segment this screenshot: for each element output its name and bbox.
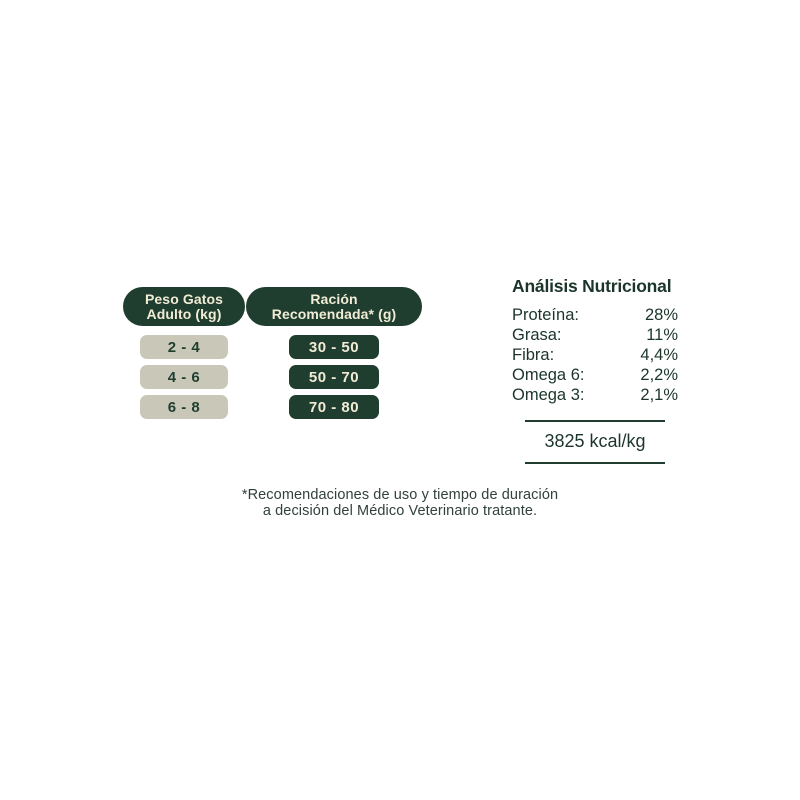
nutrition-row: Omega 6: 2,2% xyxy=(512,365,678,385)
nutrition-analysis-panel: Análisis Nutricional Proteína: 28% Grasa… xyxy=(512,276,678,464)
ration-row-pill: 30 - 50 xyxy=(289,335,379,359)
nutrient-value: 2,1% xyxy=(640,386,678,404)
ration-row-pill: 70 - 80 xyxy=(289,395,379,419)
nutrient-label: Grasa: xyxy=(512,326,562,344)
nutrition-row: Fibra: 4,4% xyxy=(512,345,678,365)
ration-header-pill: Ración Recomendada* (g) xyxy=(246,287,422,326)
footnote-line-2: a decisión del Médico Veterinario tratan… xyxy=(262,502,538,519)
nutrition-row: Omega 3: 2,1% xyxy=(512,385,678,405)
ration-row-pill: 50 - 70 xyxy=(289,365,379,389)
ration-column: Ración Recomendada* (g) 30 - 50 50 - 70 … xyxy=(246,287,422,419)
energy-value: 3825 kcal/kg xyxy=(544,431,646,451)
nutrition-row: Proteína: 28% xyxy=(512,305,678,325)
nutrient-label: Fibra: xyxy=(512,346,555,364)
nutrient-value: 11% xyxy=(646,326,678,344)
nutrient-value: 4,4% xyxy=(640,346,678,364)
weight-column: Peso Gatos Adulto (kg) 2 - 4 4 - 6 6 - 8 xyxy=(123,287,245,419)
footnote: *Recomendaciones de uso y tiempo de dura… xyxy=(0,487,800,519)
energy-box: 3825 kcal/kg xyxy=(525,420,665,464)
nutrition-row: Grasa: 11% xyxy=(512,325,678,345)
footnote-line-1: *Recomendaciones de uso y tiempo de dura… xyxy=(241,487,559,503)
nutrient-label: Omega 3: xyxy=(512,386,585,404)
nutrient-label: Proteína: xyxy=(512,306,579,324)
weight-header-pill: Peso Gatos Adulto (kg) xyxy=(123,287,245,326)
weight-row-pill: 2 - 4 xyxy=(140,335,228,359)
nutrient-value: 28% xyxy=(644,306,678,324)
weight-rows: 2 - 4 4 - 6 6 - 8 xyxy=(123,326,245,419)
nutrient-value: 2,2% xyxy=(640,366,678,384)
weight-row-pill: 4 - 6 xyxy=(140,365,228,389)
weight-row-pill: 6 - 8 xyxy=(140,395,228,419)
ration-rows: 30 - 50 50 - 70 70 - 80 xyxy=(246,326,422,419)
nutrition-analysis-title: Análisis Nutricional xyxy=(512,276,672,296)
nutrient-label: Omega 6: xyxy=(512,366,585,384)
